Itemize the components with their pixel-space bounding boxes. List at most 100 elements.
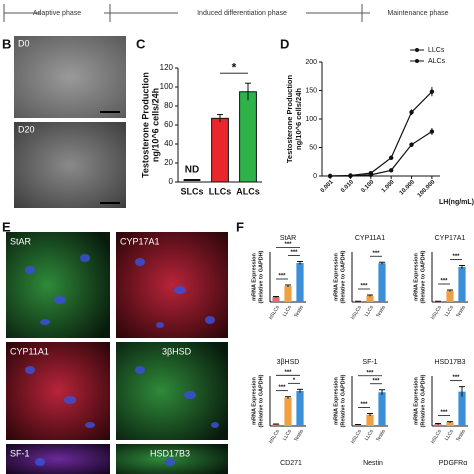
x-tick-label: hSLCs (350, 304, 363, 320)
chart-title: 3βHSD (277, 359, 300, 366)
image-label: StAR (10, 236, 32, 246)
chart-title: CD271 (280, 460, 302, 467)
bar (366, 295, 374, 302)
data-point (409, 142, 414, 147)
y-axis-label: mRNA Expression (413, 376, 419, 424)
y-tick-label: 100 (305, 116, 317, 123)
y-axis-label: Testosterone Production (140, 72, 150, 178)
bar (458, 267, 466, 302)
y-tick-label: 0 (313, 173, 317, 180)
y-axis-label: (Relative to GAPDH) (340, 250, 346, 303)
significance-label: *** (440, 279, 448, 285)
panel-letter: E (2, 219, 11, 234)
image-label: CYP11A1 (10, 346, 49, 356)
panel-letter: F (236, 219, 244, 234)
y-tick-label: 200 (305, 59, 317, 66)
y-axis-label: mRNA Expression (413, 252, 419, 300)
y-tick-label: 40 (164, 139, 173, 148)
chart-title: PDGFRα (439, 460, 468, 467)
x-tick-label: LLCs (444, 428, 455, 442)
y-axis-label: mRNA Expression (333, 376, 339, 424)
y-tick-label: 50 (309, 144, 317, 151)
legend-marker (415, 59, 419, 63)
y-tick-label: 80 (164, 101, 173, 110)
bar (296, 263, 304, 302)
bar (434, 424, 442, 426)
x-tick-label: LLCs (444, 304, 455, 318)
nuclei (25, 254, 219, 466)
x-tick-label: Testis (455, 304, 467, 319)
bar (458, 391, 466, 426)
chart-title: SF-1 (362, 359, 377, 366)
x-tick-label: Testis (455, 428, 467, 443)
x-tick-label: Testis (293, 428, 305, 443)
chart-title: Nestin (363, 460, 383, 467)
data-point (429, 89, 435, 94)
micrograph (6, 232, 110, 338)
x-tick-label: 1.000 (381, 179, 396, 194)
bar (296, 391, 304, 426)
x-tick-label: hSLCs (268, 428, 281, 444)
series-line (330, 131, 433, 177)
bar (284, 397, 292, 426)
significance-label: *** (278, 385, 286, 391)
significance-label: *** (360, 284, 368, 290)
x-tick-label: Testis (375, 428, 387, 443)
legend-marker (415, 48, 419, 52)
y-tick-label: 100 (160, 82, 174, 91)
bar (354, 424, 362, 426)
micrograph (14, 122, 126, 208)
significance-label: *** (284, 370, 292, 376)
micrograph (14, 36, 126, 118)
x-tick-label: hSLCs (430, 428, 443, 444)
x-tick-label: 0.001 (320, 179, 335, 194)
x-axis-label: LH(ng/mL) (439, 199, 474, 206)
x-tick-label: LLCs (364, 304, 375, 318)
image-label: HSD17B3 (150, 448, 190, 458)
phase-label: Adaptive phase (33, 10, 81, 17)
x-tick-label: 100.000 (417, 179, 437, 199)
data-point (368, 170, 374, 176)
bar (378, 263, 386, 302)
image-label: 3βHSD (162, 346, 192, 356)
bar (446, 290, 454, 302)
x-tick-label: 0.100 (360, 179, 375, 194)
x-tick-label: LLCs (364, 428, 375, 442)
chart-title: CYP11A1 (355, 235, 385, 242)
bar (366, 414, 374, 426)
panel-letter: B (2, 36, 11, 51)
significance-label: *** (372, 251, 380, 257)
micrograph (116, 342, 228, 440)
image-label: D20 (18, 124, 35, 134)
x-tick-label: 10.000 (399, 179, 417, 197)
y-tick-label: 60 (164, 120, 173, 129)
x-tick-label: SLCs (180, 186, 203, 196)
data-point (429, 129, 435, 134)
y-axis-label: mRNA Expression (251, 252, 257, 300)
x-tick-label: hSLCs (268, 304, 281, 320)
y-axis-label: mRNA Expression (251, 376, 257, 424)
x-tick-label: LLCs (209, 186, 232, 196)
image-label: SF-1 (10, 448, 30, 458)
series-line (330, 91, 433, 177)
data-point (388, 168, 394, 173)
data-point (327, 173, 333, 179)
y-axis-label: (Relative to GAPDH) (258, 374, 264, 427)
y-tick-label: 0 (169, 177, 174, 186)
y-tick-label: 20 (164, 158, 173, 167)
y-axis-label: (Relative to GAPDH) (340, 374, 346, 427)
bar (272, 424, 280, 426)
x-tick-label: LLCs (282, 428, 293, 442)
bar (446, 422, 454, 426)
x-tick-label: LLCs (282, 304, 293, 318)
y-tick-label: 120 (160, 63, 174, 72)
significance-label: * (293, 378, 296, 384)
bar (239, 91, 257, 183)
legend-label: ALCs (428, 58, 446, 65)
value-label: ND (185, 165, 199, 176)
x-tick-label: Testis (293, 304, 305, 319)
bar (272, 297, 280, 302)
panel-letter: D (280, 36, 289, 51)
micrograph (6, 444, 110, 474)
